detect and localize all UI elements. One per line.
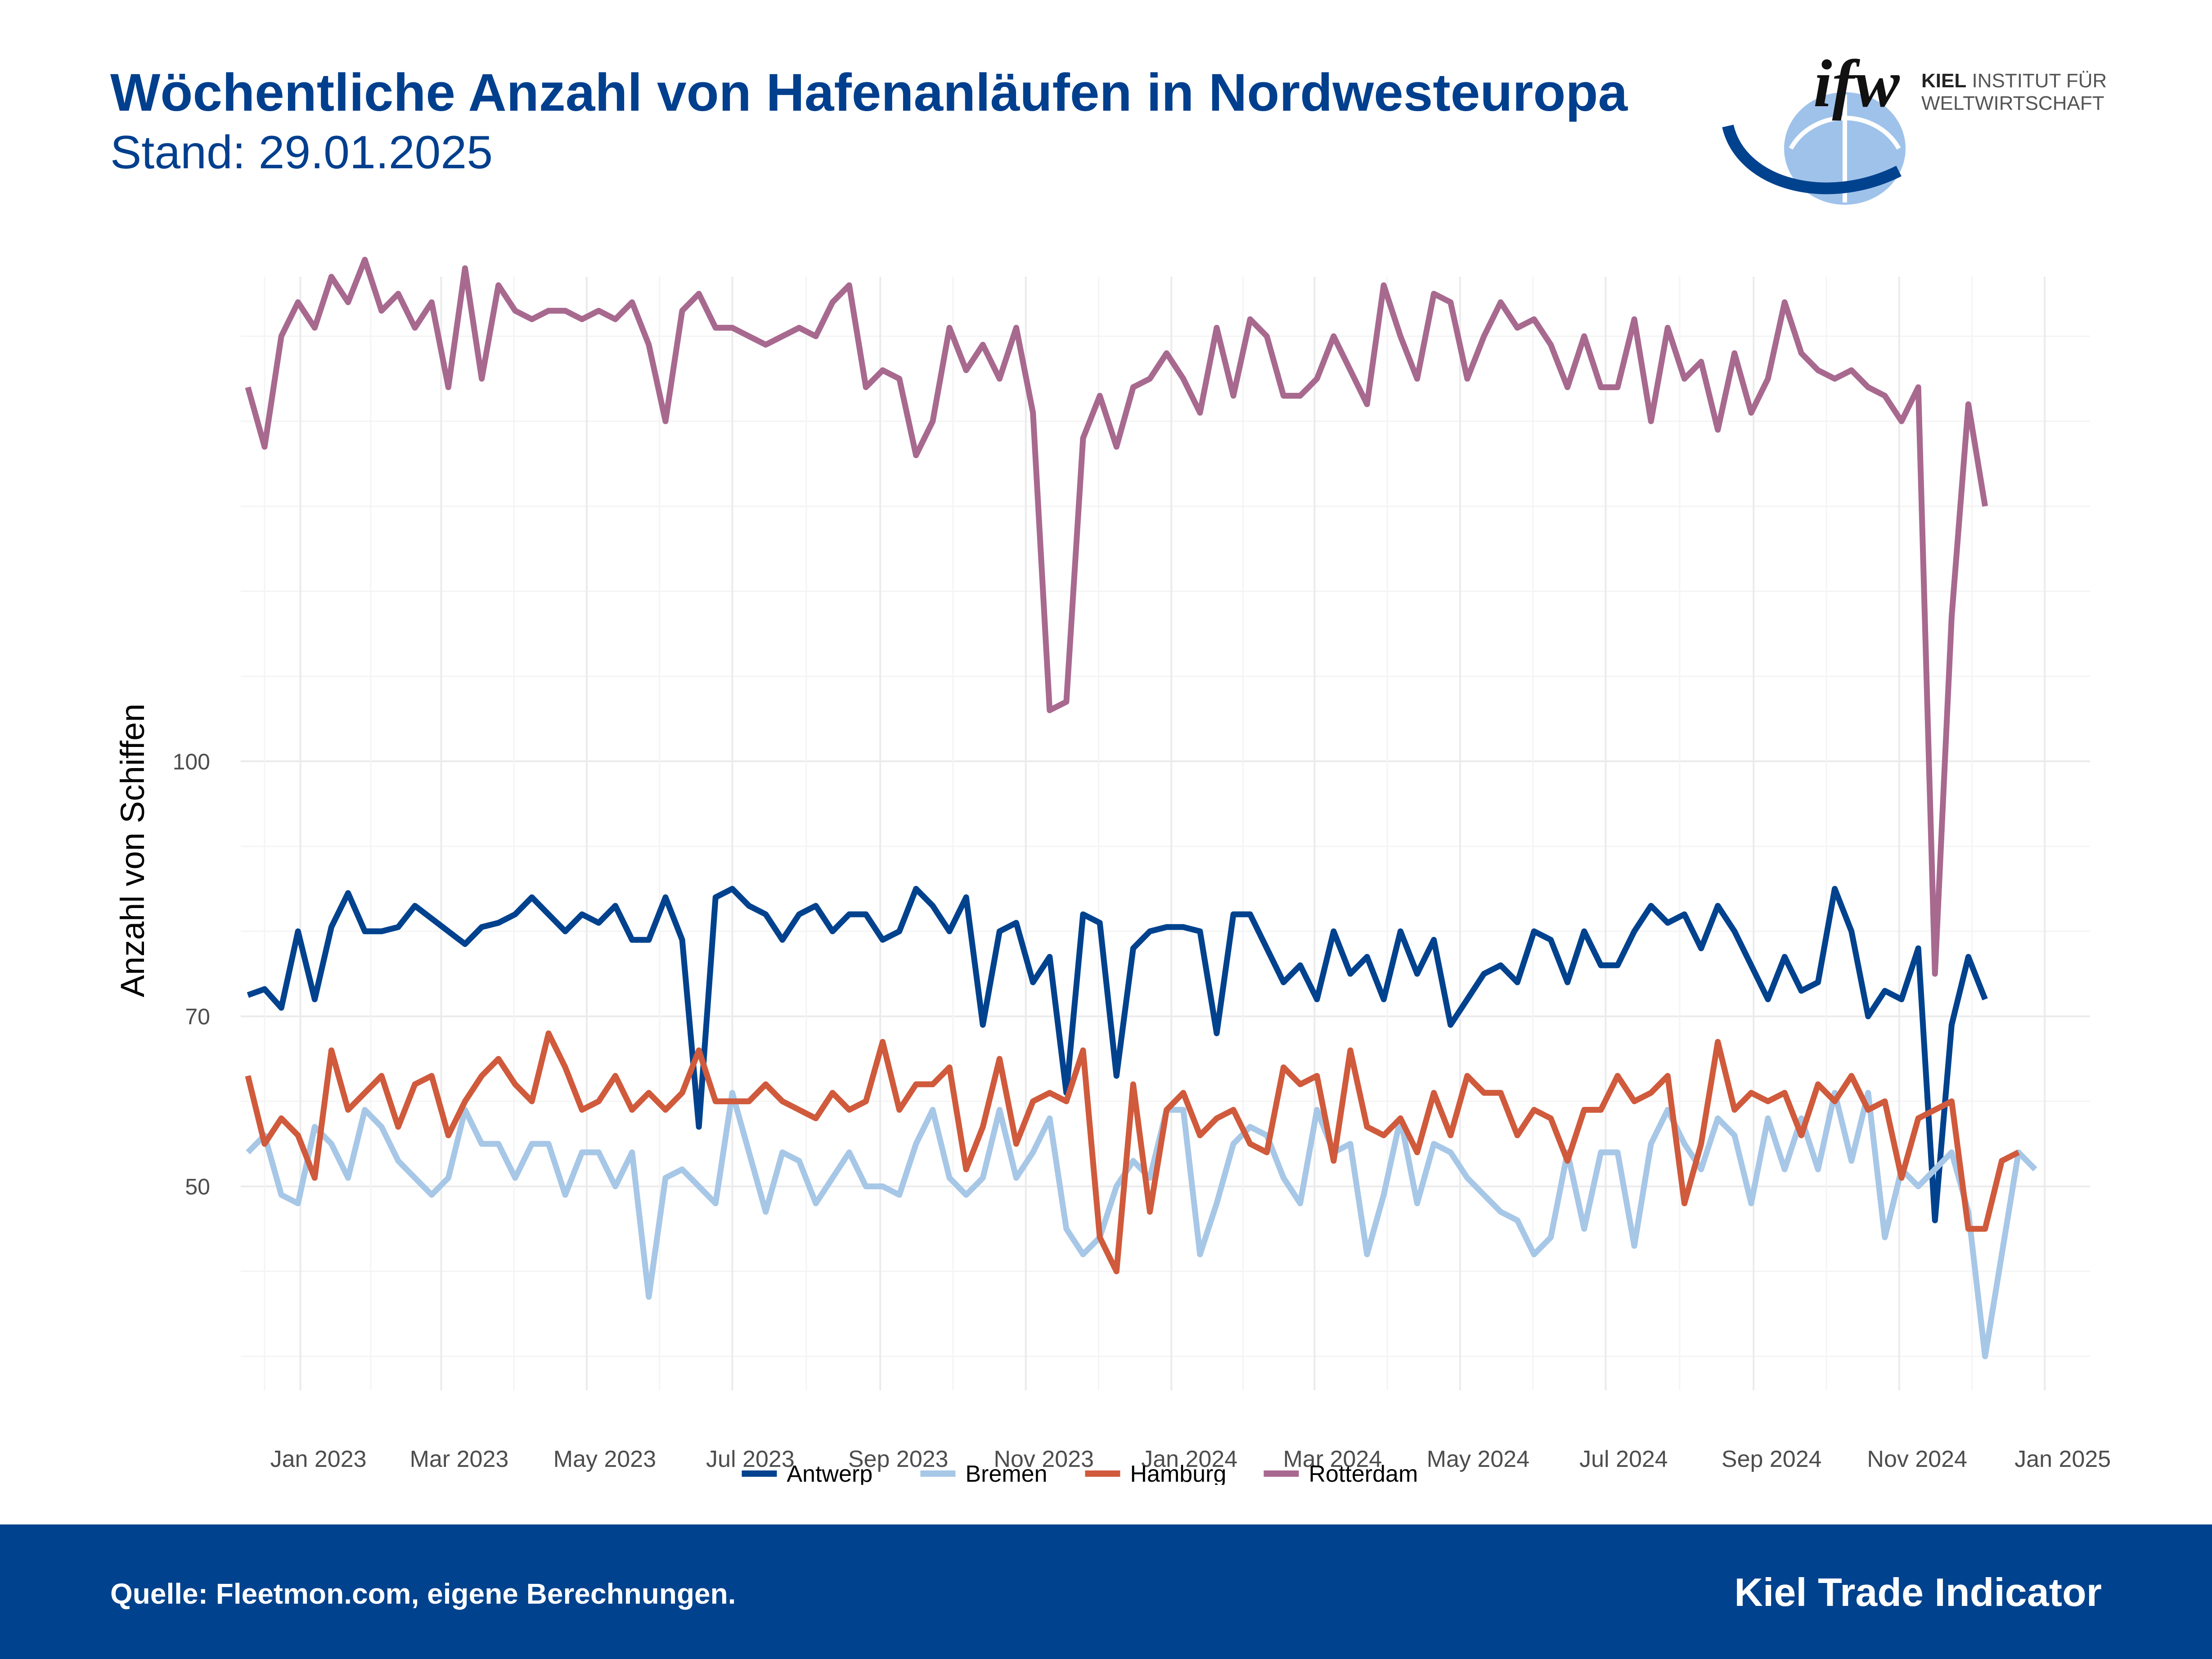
x-tick-label: May 2024 bbox=[1427, 1446, 1529, 1472]
x-tick-label: Jan 2024 bbox=[1141, 1446, 1237, 1472]
y-axis-label: Anzahl von Schiffen bbox=[114, 704, 151, 998]
x-tick-label: Sep 2024 bbox=[1722, 1446, 1822, 1472]
x-tick-label: Nov 2023 bbox=[994, 1446, 1094, 1472]
y-tick-label: 70 bbox=[185, 1004, 210, 1030]
x-tick-label: Sep 2023 bbox=[848, 1446, 949, 1472]
line-chart: 50 70 100 Jan 2023 Mar 2023 May 2023 Jul 2023… bbox=[114, 256, 2111, 1485]
source-note: Quelle: Fleetmon.com, eigene Berechnunge… bbox=[110, 1578, 736, 1610]
logo-org-line1: INSTITUT FÜR bbox=[1972, 70, 2107, 92]
x-tick-label: Mar 2024 bbox=[1283, 1446, 1382, 1472]
legend-label-hamburg: Hamburg bbox=[1130, 1461, 1227, 1485]
y-axis-ticks: 50 70 100 bbox=[173, 749, 210, 1200]
legend: Antwerp Bremen Hamburg Rotterdam bbox=[742, 1461, 1418, 1485]
x-tick-label: Jan 2023 bbox=[270, 1446, 367, 1472]
legend-label-bremen: Bremen bbox=[966, 1461, 1048, 1485]
brand-label: Kiel Trade Indicator bbox=[1734, 1570, 2102, 1614]
x-tick-label: Jul 2023 bbox=[706, 1446, 795, 1472]
series-line-hamburg bbox=[245, 1030, 2020, 1274]
series-lines bbox=[245, 256, 2037, 1359]
ifw-logo-mark: ifw bbox=[1813, 46, 1900, 121]
y-tick-label: 50 bbox=[185, 1174, 210, 1200]
series-line-rotterdam bbox=[245, 256, 1988, 977]
x-tick-label: May 2023 bbox=[553, 1446, 656, 1472]
legend-label-antwerp: Antwerp bbox=[787, 1461, 873, 1485]
chart-title: Wöchentliche Anzahl von Hafenanläufen in… bbox=[110, 63, 1628, 122]
x-axis-ticks: Jan 2023 Mar 2023 May 2023 Jul 2023 Sep 2023… bbox=[270, 1446, 2111, 1472]
x-tick-label: Mar 2023 bbox=[410, 1446, 509, 1472]
legend-label-rotterdam: Rotterdam bbox=[1309, 1461, 1418, 1485]
series-line-antwerp bbox=[247, 886, 1988, 1223]
logo-org-name: KIEL INSTITUT FÜR WELTWIRTSCHAFT bbox=[1921, 70, 2107, 115]
grid-lines bbox=[241, 277, 2090, 1390]
ifw-globe-logo bbox=[1722, 92, 1906, 205]
x-tick-label: Nov 2024 bbox=[1867, 1446, 1967, 1472]
logo-org-line2: WELTWIRTSCHAFT bbox=[1921, 92, 2104, 114]
x-tick-label: Jan 2025 bbox=[2014, 1446, 2111, 1472]
footer-band bbox=[0, 1524, 2212, 1659]
y-tick-label: 100 bbox=[173, 749, 210, 774]
logo-org-bold: KIEL bbox=[1921, 70, 1967, 92]
chart-subtitle: Stand: 29.01.2025 bbox=[110, 126, 493, 179]
x-tick-label: Jul 2024 bbox=[1579, 1446, 1668, 1472]
